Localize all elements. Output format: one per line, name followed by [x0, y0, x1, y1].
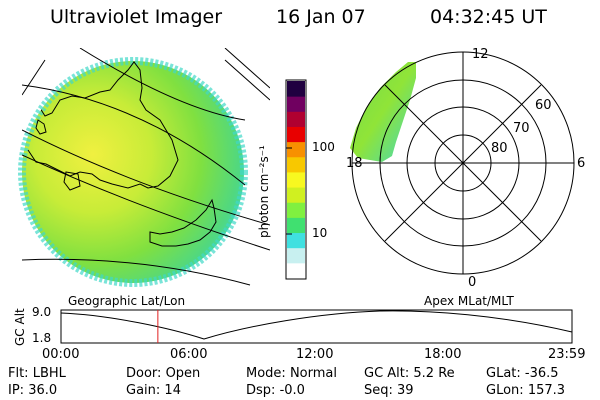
timeline-xtick: 12:00 [296, 347, 334, 362]
timeline-ylabel: GC Alt [13, 308, 27, 346]
colorbar-cell [287, 247, 305, 264]
status-ip: IP: 36.0 [8, 383, 58, 398]
colorbar [285, 79, 307, 280]
mlt-label-bottom: 0 [468, 275, 477, 290]
timeline-ytick-min: 1.8 [32, 331, 52, 345]
colorbar-cell [287, 232, 305, 249]
timeline-xtick: 06:00 [170, 347, 208, 362]
colorbar-cell [287, 202, 305, 218]
colorbar-tick-100: 100 [312, 140, 335, 154]
mlt-label-top: 12 [472, 47, 489, 62]
lat-label-60: 60 [535, 98, 552, 113]
lat-label-80: 80 [491, 141, 508, 156]
auroral-oval [350, 62, 416, 162]
colorbar-unit-label: photon cm⁻²s⁻¹ [257, 145, 271, 238]
colorbar-tick-10: 10 [312, 226, 328, 240]
gulf-coastline [35, 119, 47, 135]
status-glon: GLon: 157.3 [486, 383, 566, 398]
colorbar-cell [287, 126, 305, 143]
new-zealand-coastline [149, 198, 217, 247]
status-flt: Flt: LBHL [8, 366, 66, 381]
header-time: 04:32:45 UT [430, 6, 547, 28]
timeline-right-title: Apex MLat/MLT [424, 294, 514, 308]
earth-image [18, 48, 270, 287]
mlt-label-left: 18 [346, 156, 363, 171]
page-title: Ultraviolet Imager [50, 6, 223, 28]
altitude-curve [60, 310, 573, 340]
timeline-left-title: Geographic Lat/Lon [68, 294, 186, 308]
status-gc-alt: GC Alt: 5.2 Re [364, 366, 455, 381]
colorbar-cell [287, 187, 305, 203]
colorbar-cell [287, 96, 305, 112]
colorbar-cell [287, 262, 305, 279]
polar-plot [350, 51, 575, 275]
colorbar-cell [287, 217, 305, 234]
colorbar-cell [287, 81, 305, 97]
colorbar-cell [287, 141, 305, 158]
timeline-xtick: 23:59 [548, 347, 586, 362]
status-door: Door: Open [126, 366, 201, 381]
australia-coastline [27, 61, 179, 189]
tasmania-coastline [63, 171, 81, 191]
header-date: 16 Jan 07 [276, 6, 366, 28]
colorbar-cell [287, 111, 305, 127]
timeline-xtick: 00:00 [42, 347, 80, 362]
altitude-timeline [60, 309, 573, 344]
status-glat: GLat: -36.5 [486, 366, 559, 381]
status-mode: Mode: Normal [246, 366, 337, 381]
status-gain: Gain: 14 [126, 383, 181, 398]
colorbar-cell [287, 171, 305, 188]
timeline-ytick-max: 9.0 [32, 305, 52, 319]
mlt-label-right: 6 [577, 156, 586, 171]
timeline-xtick: 18:00 [424, 347, 462, 362]
colorbar-cell [287, 156, 305, 173]
lat-label-70: 70 [513, 121, 530, 136]
status-dsp: Dsp: -0.0 [246, 383, 305, 398]
status-seq: Seq: 39 [364, 383, 414, 398]
